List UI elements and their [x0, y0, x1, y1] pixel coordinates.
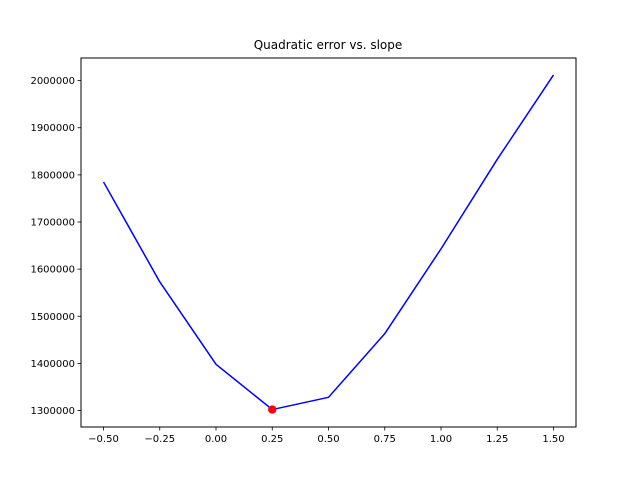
y-tick-label: 1500000: [30, 312, 75, 323]
x-tick-label: 0.25: [261, 434, 283, 445]
chart-title: Quadratic error vs. slope: [254, 38, 403, 52]
y-tick-label: 1400000: [30, 359, 75, 370]
series-line: [102, 74, 555, 411]
y-tick-label: 1700000: [30, 218, 75, 229]
y-tick-label: 1800000: [30, 170, 75, 181]
x-tick-label: 0.75: [374, 434, 396, 445]
y-tick-label: 2000000: [30, 76, 75, 87]
x-tick-label: 0.50: [317, 434, 339, 445]
x-tick-label: 1.25: [486, 434, 508, 445]
y-tick-label: 1600000: [30, 265, 75, 276]
axes-frame: [80, 57, 577, 428]
x-tick-label: 1.00: [430, 434, 452, 445]
y-tick-label: 1300000: [30, 406, 75, 417]
x-tick-label: 0.00: [205, 434, 227, 445]
minimum-point: [268, 405, 277, 414]
y-tick-label: 1900000: [30, 123, 75, 134]
x-tick-label: 1.50: [542, 434, 564, 445]
x-tick-label: −0.50: [88, 434, 119, 445]
plot-area: −0.50 −0.25 0.00 0.25 0.50 0.75 1.00 1.25 1.50 13…: [30, 74, 565, 445]
x-tick-label: −0.25: [144, 434, 175, 445]
